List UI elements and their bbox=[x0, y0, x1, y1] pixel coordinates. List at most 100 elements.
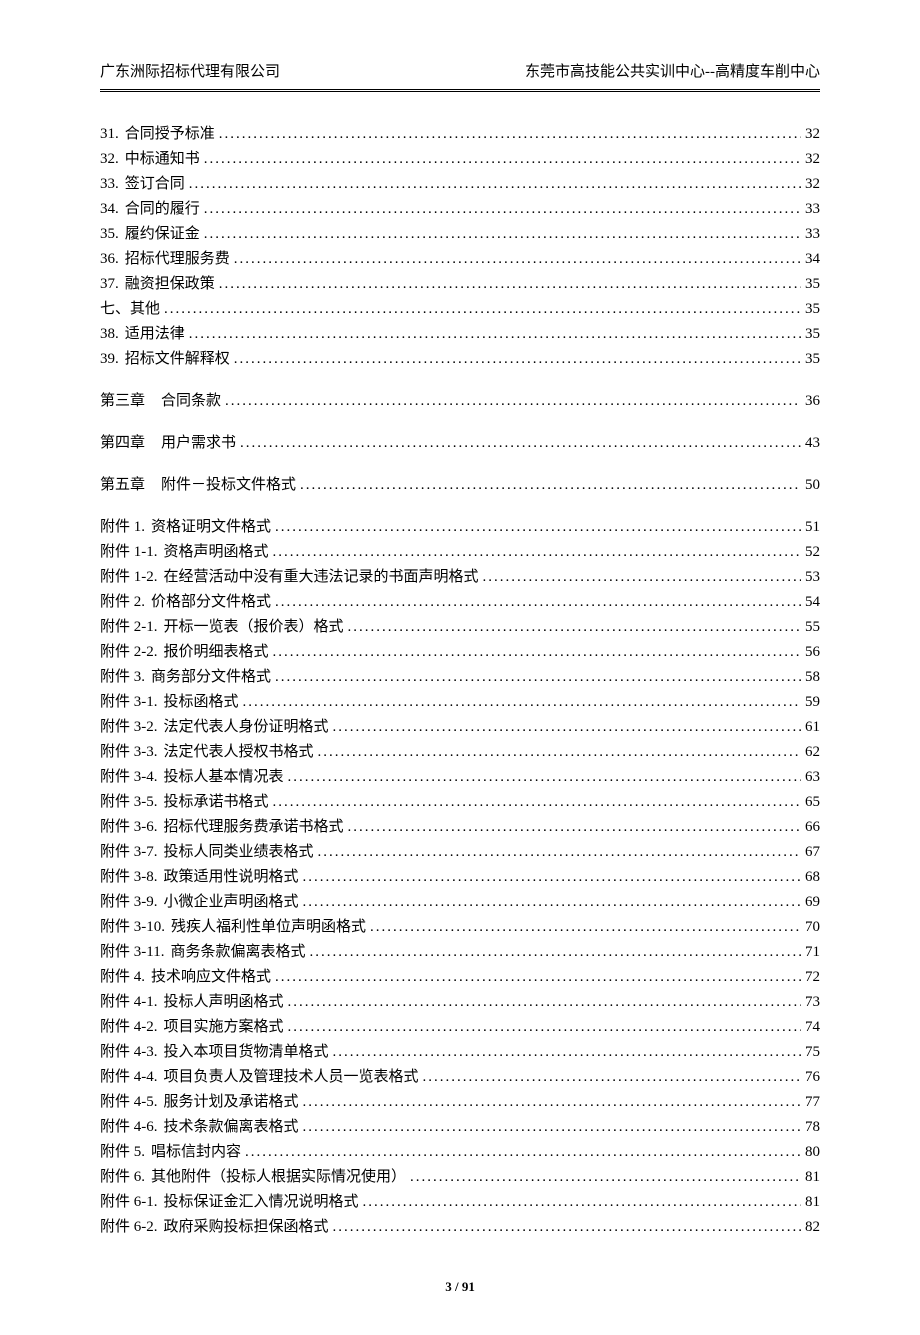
page-sep: / bbox=[452, 1279, 462, 1294]
toc-leader bbox=[204, 222, 801, 246]
toc-label: 附件 4-3. bbox=[100, 1040, 158, 1064]
toc-label: 附件 6-2. bbox=[100, 1215, 158, 1239]
toc-title: 用户需求书 bbox=[161, 431, 236, 455]
toc-leader bbox=[275, 965, 801, 989]
toc-page: 75 bbox=[805, 1040, 820, 1064]
toc-title: 资格声明函格式 bbox=[164, 540, 269, 564]
toc-leader bbox=[333, 1040, 801, 1064]
toc-page: 74 bbox=[805, 1015, 820, 1039]
toc-leader bbox=[288, 765, 801, 789]
toc-title: 残疾人福利性单位声明函格式 bbox=[171, 915, 366, 939]
toc-title: 报价明细表格式 bbox=[164, 640, 269, 664]
toc-title: 商务条款偏离表格式 bbox=[170, 940, 305, 964]
toc-leader bbox=[363, 1190, 801, 1214]
page-footer: 3 / 91 bbox=[100, 1279, 820, 1295]
toc-entry: 附件 1.资格证明文件格式51 bbox=[100, 515, 820, 539]
toc-page: 77 bbox=[805, 1090, 820, 1114]
toc-title: 履约保证金 bbox=[125, 222, 200, 246]
toc-leader bbox=[370, 915, 801, 939]
toc-label: 31. bbox=[100, 122, 119, 146]
toc-page: 56 bbox=[805, 640, 820, 664]
toc-leader bbox=[303, 865, 801, 889]
toc-entry: 第四章用户需求书43 bbox=[100, 431, 820, 455]
toc-label: 35. bbox=[100, 222, 119, 246]
toc-entry: 31.合同授予标准32 bbox=[100, 122, 820, 146]
toc-title: 合同的履行 bbox=[125, 197, 200, 221]
toc-entry: 附件 2-2.报价明细表格式56 bbox=[100, 640, 820, 664]
toc-entry: 附件 3-5.投标承诺书格式65 bbox=[100, 790, 820, 814]
toc-label: 附件 3. bbox=[100, 665, 145, 689]
toc-leader bbox=[234, 247, 801, 271]
toc-entry: 附件 4.技术响应文件格式72 bbox=[100, 965, 820, 989]
toc-label: 附件 3-1. bbox=[100, 690, 158, 714]
toc-entry: 附件 4-4.项目负责人及管理技术人员一览表格式76 bbox=[100, 1065, 820, 1089]
toc-page: 50 bbox=[805, 473, 820, 497]
toc-title: 投标人声明函格式 bbox=[164, 990, 284, 1014]
toc-entry: 附件 3-10.残疾人福利性单位声明函格式70 bbox=[100, 915, 820, 939]
toc-label: 37. bbox=[100, 272, 119, 296]
toc-label: 附件 4-1. bbox=[100, 990, 158, 1014]
toc-title: 价格部分文件格式 bbox=[151, 590, 271, 614]
toc-title: 开标一览表（报价表）格式 bbox=[164, 615, 344, 639]
toc-page: 66 bbox=[805, 815, 820, 839]
toc-title: 中标通知书 bbox=[125, 147, 200, 171]
toc-page: 51 bbox=[805, 515, 820, 539]
toc-entry: 附件 4-2.项目实施方案格式74 bbox=[100, 1015, 820, 1039]
toc-title: 在经营活动中没有重大违法记录的书面声明格式 bbox=[164, 565, 479, 589]
toc-page: 80 bbox=[805, 1140, 820, 1164]
toc-entry: 附件 4-1.投标人声明函格式 73 bbox=[100, 990, 820, 1014]
toc-leader bbox=[219, 272, 801, 296]
toc-leader bbox=[275, 665, 801, 689]
toc-label: 七、 bbox=[100, 297, 130, 321]
toc-leader bbox=[348, 615, 801, 639]
toc-title: 技术响应文件格式 bbox=[151, 965, 271, 989]
toc-entry: 附件 1-1.资格声明函格式52 bbox=[100, 540, 820, 564]
toc-page: 61 bbox=[805, 715, 820, 739]
toc-page: 36 bbox=[805, 389, 820, 413]
toc-leader bbox=[234, 347, 801, 371]
toc-leader bbox=[275, 515, 801, 539]
toc-title: 政府采购投标担保函格式 bbox=[164, 1215, 329, 1239]
toc-page: 35 bbox=[805, 272, 820, 296]
toc-title: 招标代理服务费承诺书格式 bbox=[164, 815, 344, 839]
toc-title: 签订合同 bbox=[125, 172, 185, 196]
toc-title: 投标人同类业绩表格式 bbox=[164, 840, 314, 864]
toc-leader bbox=[273, 540, 801, 564]
toc-leader bbox=[318, 740, 801, 764]
toc-label: 附件 2. bbox=[100, 590, 145, 614]
toc-leader bbox=[204, 197, 801, 221]
toc-entry: 附件 3-7.投标人同类业绩表格式67 bbox=[100, 840, 820, 864]
toc-leader bbox=[245, 1140, 801, 1164]
toc-page: 43 bbox=[805, 431, 820, 455]
toc-entry: 附件 3-8.政策适用性说明格式68 bbox=[100, 865, 820, 889]
toc-label: 32. bbox=[100, 147, 119, 171]
toc-page: 62 bbox=[805, 740, 820, 764]
toc-label: 第三章 bbox=[100, 389, 145, 413]
toc-entry: 附件 3-4.投标人基本情况表63 bbox=[100, 765, 820, 789]
toc-entry: 七、其他35 bbox=[100, 297, 820, 321]
toc-page: 76 bbox=[805, 1065, 820, 1089]
toc-leader bbox=[303, 1090, 801, 1114]
toc-page: 63 bbox=[805, 765, 820, 789]
toc-leader bbox=[333, 715, 801, 739]
toc-page: 33 bbox=[805, 222, 820, 246]
toc-label: 附件 3-6. bbox=[100, 815, 158, 839]
toc-page: 78 bbox=[805, 1115, 820, 1139]
toc-title: 服务计划及承诺格式 bbox=[164, 1090, 299, 1114]
toc-entry: 35. 履约保证金 33 bbox=[100, 222, 820, 246]
toc-entry: 36.招标代理服务费34 bbox=[100, 247, 820, 271]
toc-page: 82 bbox=[805, 1215, 820, 1239]
page-header: 广东洲际招标代理有限公司 东莞市高技能公共实训中心--高精度车削中心 bbox=[100, 60, 820, 92]
toc-label: 附件 3-11. bbox=[100, 940, 164, 964]
toc-label: 第五章 bbox=[100, 473, 145, 497]
toc-leader bbox=[303, 1115, 801, 1139]
toc-title: 其他附件（投标人根据实际情况使用） bbox=[151, 1165, 406, 1189]
toc-page: 73 bbox=[805, 990, 820, 1014]
toc-page: 72 bbox=[805, 965, 820, 989]
toc-leader bbox=[318, 840, 801, 864]
toc-leader bbox=[288, 990, 801, 1014]
toc-label: 附件 3-3. bbox=[100, 740, 158, 764]
toc-leader bbox=[219, 122, 801, 146]
toc-page: 33 bbox=[805, 197, 820, 221]
toc-title: 项目负责人及管理技术人员一览表格式 bbox=[164, 1065, 419, 1089]
